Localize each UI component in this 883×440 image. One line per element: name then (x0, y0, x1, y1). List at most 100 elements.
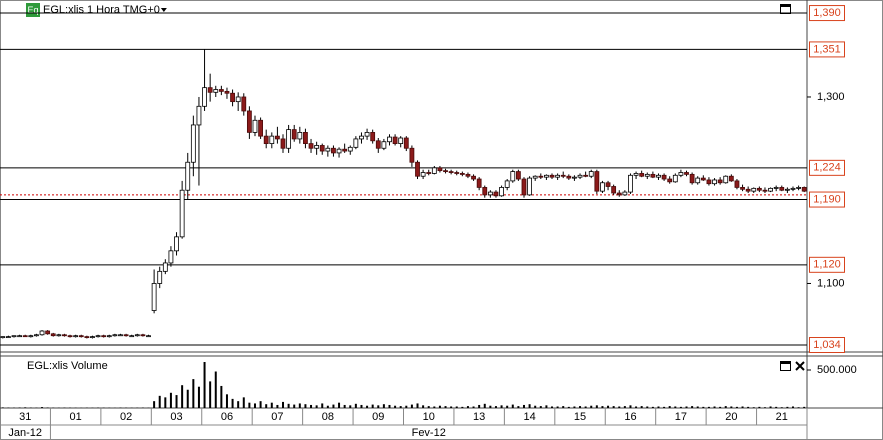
volume-bar (46, 407, 49, 408)
volume-bar (579, 406, 582, 408)
candle-body (381, 141, 387, 149)
candle-body (56, 334, 62, 337)
x-tick-label: 02 (120, 411, 132, 423)
volume-bar (562, 406, 565, 408)
candle-body (459, 173, 465, 175)
volume-bar (651, 406, 654, 408)
close-button[interactable] (795, 361, 805, 371)
candle-body (196, 105, 202, 126)
level-label-box (809, 159, 845, 176)
candle-body (504, 180, 510, 188)
candle-body (605, 182, 611, 187)
volume-bar (394, 405, 397, 408)
volume-bar (713, 406, 716, 408)
volume-bar (282, 401, 285, 408)
candle-body (560, 174, 566, 177)
volume-bar (685, 406, 688, 408)
candle-body (314, 145, 320, 149)
volume-bar (500, 405, 503, 408)
volume-bar (181, 385, 184, 408)
candle-body (684, 172, 689, 175)
volume-bar (332, 404, 335, 408)
volume-bar (607, 405, 610, 408)
volume-bar (551, 406, 554, 408)
volume-bar (169, 392, 172, 408)
volume-bar (422, 405, 425, 408)
candle-body (538, 175, 544, 178)
candle-body (622, 191, 628, 196)
candle-body (555, 174, 561, 178)
candle-body (112, 334, 118, 337)
candle-body (370, 132, 376, 142)
volume-bar (24, 407, 27, 408)
volume-bar (450, 406, 453, 408)
volume-title: EGL:xlis Volume (27, 360, 108, 372)
volume-bar (747, 406, 750, 408)
candle-body (17, 335, 23, 338)
volume-bar (668, 406, 671, 408)
volume-bar (175, 395, 178, 408)
level-label: 1,351 (813, 43, 841, 55)
candle-body (224, 90, 230, 94)
candle-body (291, 129, 297, 140)
candle-body (779, 187, 785, 191)
candle-body (734, 180, 740, 188)
maximize-button[interactable] (780, 361, 791, 371)
x-tick-label: 08 (322, 411, 334, 423)
candle-body (689, 173, 695, 184)
volume-bar (674, 406, 677, 408)
candle-body (650, 173, 656, 178)
y-tick-label: 1,300 (817, 91, 845, 103)
volume-bar (315, 405, 318, 408)
candle-body (364, 132, 370, 137)
volume-bar (528, 404, 531, 408)
level-label: 1,034 (813, 339, 841, 351)
candle-body (566, 175, 572, 179)
volume-bar (567, 406, 570, 408)
chart-title[interactable]: EGL:xlis 1 Hora TMG+0 (43, 4, 160, 16)
candle-body (342, 148, 348, 152)
volume-bar (511, 404, 514, 408)
candle-body (235, 96, 241, 103)
volume-bar (433, 406, 436, 408)
volume-bar (265, 404, 268, 408)
x-tick-label: 16 (624, 411, 636, 423)
volume-bar (220, 385, 223, 408)
candle-body (510, 171, 516, 182)
volume-bar (769, 406, 772, 408)
candle-body (644, 173, 650, 177)
y-tick-label: 1,100 (817, 277, 845, 289)
candle-body (594, 171, 600, 192)
candle-body (62, 334, 67, 337)
candle-body (269, 135, 275, 144)
x-tick-label: 10 (423, 411, 435, 423)
x-tick-label: 15 (574, 411, 586, 423)
x-tick-label: 20 (725, 411, 737, 423)
volume-bar (438, 405, 441, 408)
candle-body (11, 335, 17, 338)
candle-body (678, 172, 684, 176)
candle-body (331, 147, 336, 154)
candle-body (740, 187, 745, 190)
candle-body (633, 173, 639, 176)
x-tick-label: 06 (221, 411, 233, 423)
candle-body (263, 135, 269, 144)
volume-bar (298, 403, 301, 408)
volume-bar (416, 403, 419, 408)
candle-body (487, 191, 493, 196)
candle-body (22, 335, 28, 338)
volume-bar (153, 401, 156, 408)
volume-bar (41, 407, 44, 408)
volume-bar (293, 404, 296, 408)
candle-body (84, 336, 90, 339)
level-label-box (809, 337, 845, 354)
volume-bar (786, 406, 789, 408)
volume-bar (349, 405, 352, 408)
volume-bar (343, 404, 346, 408)
candle-body (39, 330, 45, 336)
candle-body (0, 336, 6, 339)
candle-body (218, 89, 224, 92)
volume-bar (556, 406, 559, 408)
title-dropdown[interactable] (160, 8, 167, 12)
candle-body (325, 147, 331, 152)
